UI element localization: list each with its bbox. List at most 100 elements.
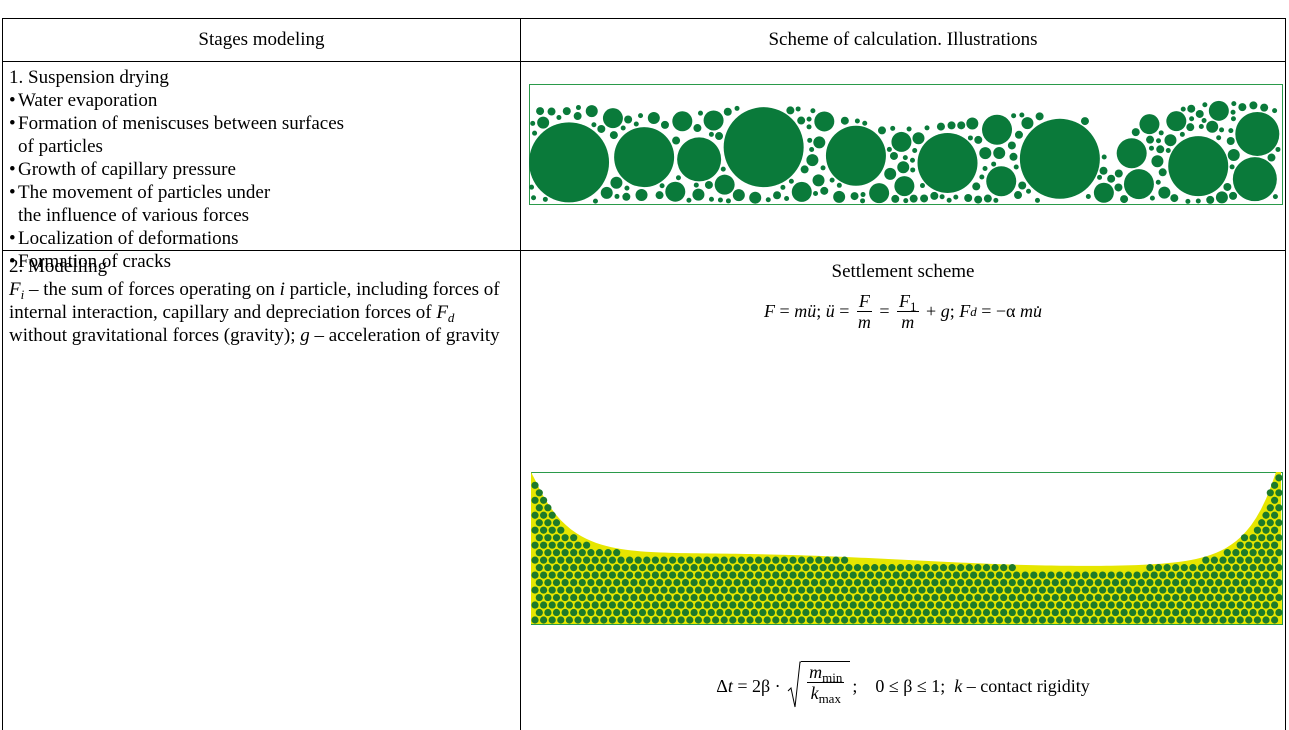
particle [890,152,898,160]
particle [678,557,685,564]
particle [587,579,594,586]
particle [1241,594,1248,601]
particle [1065,616,1072,623]
particle [1095,609,1102,616]
particle [605,579,612,586]
particle [734,609,741,616]
particle [841,557,848,564]
particle [1039,572,1046,579]
particle [1228,557,1235,564]
particle [725,579,732,586]
particle [1237,586,1244,593]
particle [686,586,693,593]
particle [1241,549,1248,556]
particle [897,579,904,586]
particle [806,154,818,166]
particle [1158,187,1170,199]
particle [1138,594,1145,601]
particle [544,579,551,586]
particle [540,616,547,623]
particle [1172,594,1179,601]
particle [810,108,815,113]
particle [536,549,543,556]
particle [1014,164,1019,169]
particle [1164,134,1176,146]
particle [1069,594,1076,601]
particle [970,586,977,593]
symbol: ü [807,301,816,322]
particle [1271,542,1278,549]
particle [832,586,839,593]
particle [596,549,603,556]
particle [820,187,828,195]
particle [1086,194,1091,199]
particle [656,191,664,199]
particle [1254,616,1261,623]
particle [601,187,613,199]
particle [855,118,860,123]
particle [617,586,624,593]
particle [906,564,913,571]
particle [1206,121,1218,133]
particle [957,564,964,571]
particle [1267,609,1274,616]
particle [931,579,938,586]
particle [734,564,741,571]
particle [566,542,573,549]
particle [871,579,878,586]
particle [622,594,629,601]
particle [648,564,655,571]
particle [1230,164,1235,169]
particle [1262,542,1269,549]
particle [562,564,569,571]
particle [660,586,667,593]
particle [721,601,728,608]
particle [718,197,723,202]
particle [893,572,900,579]
particle [820,609,827,616]
particle [1211,557,1218,564]
particle [1232,549,1239,556]
particle [755,572,762,579]
particle [979,601,986,608]
particle [751,579,758,586]
particle [600,601,607,608]
particle [1095,579,1102,586]
stage-item: Growth of capillary pressure [9,158,514,181]
particle [811,579,818,586]
particle [1078,579,1085,586]
particle [983,594,990,601]
symbol: F [899,291,910,311]
particle [987,616,994,623]
particle [566,616,573,623]
particle [643,616,650,623]
particle [746,572,753,579]
particle [721,586,728,593]
particle [692,189,704,201]
particle [1172,579,1179,586]
particle [626,572,633,579]
particle [536,107,544,115]
particle [579,609,586,616]
particle [1254,572,1261,579]
particle [1009,609,1016,616]
particle [1267,564,1274,571]
particle [1250,609,1257,616]
symbol: F [959,301,970,322]
symbol: g [300,325,310,346]
particle [1198,579,1205,586]
particle [1022,601,1029,608]
particle [557,601,564,608]
particle [974,136,982,144]
particle [979,147,991,159]
particle [1142,616,1149,623]
particle [694,183,699,188]
particle [1250,579,1257,586]
particle [676,175,681,180]
particle [643,557,650,564]
particle [863,579,870,586]
particle [772,557,779,564]
particle [858,572,865,579]
particle [961,572,968,579]
particle [652,572,659,579]
